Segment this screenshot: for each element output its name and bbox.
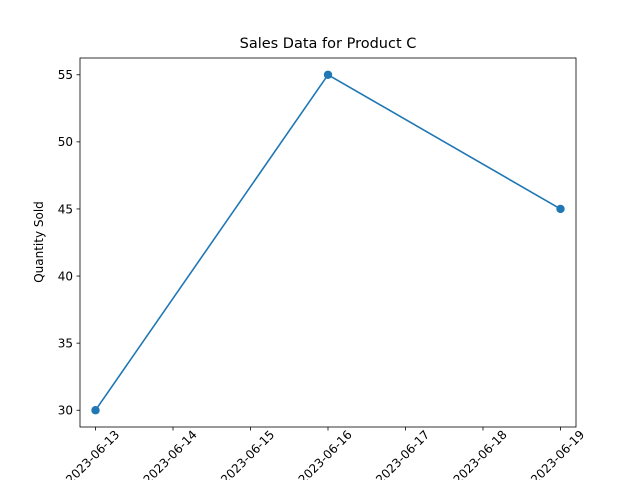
y-tick-label: 50 [58, 135, 73, 149]
chart-title: Sales Data for Product C [240, 36, 417, 52]
y-axis-label: Quantity Sold [32, 201, 46, 283]
series-layer [91, 70, 565, 415]
y-tick-label: 45 [58, 202, 73, 216]
data-point [556, 204, 565, 214]
data-point [91, 406, 100, 415]
y-axis: 30 35 40 45 50 55 [58, 68, 80, 418]
y-tick-label: 55 [58, 68, 73, 82]
plot-area [79, 57, 577, 428]
y-tick-label: 30 [58, 404, 73, 418]
y-tick-label: 40 [58, 269, 73, 283]
y-tick-label: 35 [58, 336, 73, 350]
data-point [323, 70, 333, 79]
